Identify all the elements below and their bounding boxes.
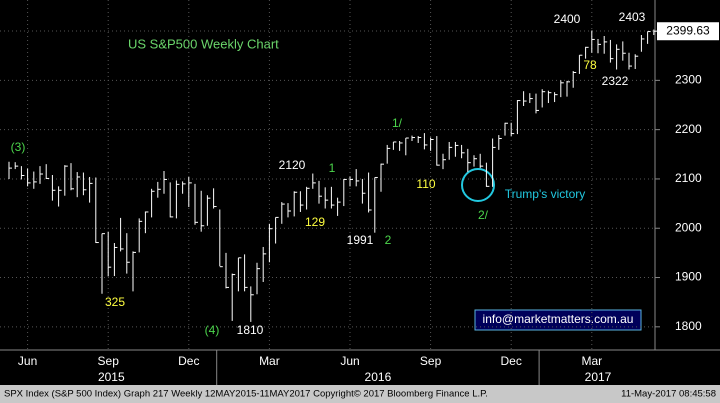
annotation: 1810 bbox=[237, 323, 264, 337]
watermark: info@marketmatters.com.au bbox=[483, 312, 634, 326]
annotation: 1 bbox=[329, 161, 336, 175]
y-tick-label: 1800 bbox=[675, 319, 702, 333]
x-tick-label: Dec bbox=[178, 354, 199, 368]
annotation: 2403 bbox=[619, 10, 646, 24]
x-tick-label: Sep bbox=[98, 354, 120, 368]
x-tick-label: Jun bbox=[340, 354, 359, 368]
y-tick-label: 2000 bbox=[675, 220, 702, 234]
chart-title: US S&P500 Weekly Chart bbox=[128, 36, 279, 51]
last-price-box bbox=[657, 22, 719, 41]
x-tick-label: Mar bbox=[259, 354, 280, 368]
x-group-label: 2017 bbox=[585, 370, 612, 384]
x-tick-label: Dec bbox=[501, 354, 522, 368]
y-tick-label: 2300 bbox=[675, 73, 702, 87]
annotation: 110 bbox=[416, 177, 435, 191]
annotation: (4) bbox=[205, 323, 220, 337]
footer-right: 11-May-2017 08:45:58 bbox=[621, 389, 716, 400]
highlight-circle bbox=[461, 168, 495, 202]
x-tick-label: Mar bbox=[581, 354, 602, 368]
footer-left: SPX Index (S&P 500 Index) Graph 217 Week… bbox=[4, 389, 488, 400]
annotation: 2/ bbox=[478, 208, 489, 222]
annotation: 2400 bbox=[554, 12, 581, 26]
annotation: 325 bbox=[105, 295, 125, 309]
annotation: 2322 bbox=[602, 74, 629, 88]
y-tick-label: 1900 bbox=[675, 270, 702, 284]
annotation: Trump's victory bbox=[505, 187, 586, 201]
annotation: 78 bbox=[583, 58, 597, 72]
footer-bar bbox=[0, 385, 720, 403]
annotation: 2 bbox=[385, 233, 392, 247]
x-group-label: 2016 bbox=[365, 370, 392, 384]
annotation: (3) bbox=[11, 140, 26, 154]
y-tick-label: 2200 bbox=[675, 122, 702, 136]
x-tick-label: Jun bbox=[18, 354, 37, 368]
annotation: 2120 bbox=[279, 158, 306, 172]
x-group-label: 2015 bbox=[98, 370, 125, 384]
y-tick-label: 2100 bbox=[675, 171, 702, 185]
annotation: 129 bbox=[305, 215, 325, 229]
x-tick-label: Sep bbox=[420, 354, 442, 368]
annotation: 1991 bbox=[347, 233, 374, 247]
last-price-label: 2399.63 bbox=[666, 23, 710, 37]
watermark-box bbox=[474, 309, 642, 331]
annotation: 1/ bbox=[392, 116, 403, 130]
